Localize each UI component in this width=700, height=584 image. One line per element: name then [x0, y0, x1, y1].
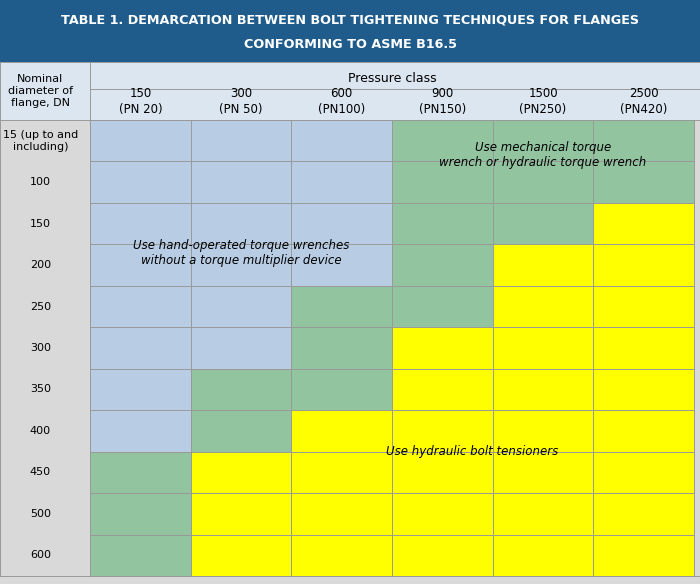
Bar — [90, 493, 190, 534]
Bar — [190, 120, 291, 161]
Bar — [291, 286, 392, 327]
Bar — [493, 534, 594, 576]
Text: 350: 350 — [30, 384, 51, 394]
Text: CONFORMING TO ASME B16.5: CONFORMING TO ASME B16.5 — [244, 38, 456, 51]
Text: 600: 600 — [330, 88, 353, 100]
Bar — [190, 327, 291, 369]
Bar — [594, 120, 694, 161]
Bar — [190, 369, 291, 410]
Bar — [392, 410, 493, 451]
Bar — [190, 286, 291, 327]
Text: 150: 150 — [130, 88, 151, 100]
Text: 200: 200 — [30, 260, 51, 270]
Text: (PN 50): (PN 50) — [219, 103, 262, 116]
Bar — [594, 327, 694, 369]
Bar — [392, 286, 493, 327]
Bar — [291, 327, 392, 369]
Bar — [90, 244, 190, 286]
Bar — [190, 493, 291, 534]
Bar — [493, 451, 594, 493]
Text: 2500: 2500 — [629, 88, 659, 100]
Bar — [392, 161, 493, 203]
Text: Use mechanical torque
wrench or hydraulic torque wrench: Use mechanical torque wrench or hydrauli… — [440, 141, 647, 169]
Text: 450: 450 — [30, 467, 51, 477]
Bar — [291, 410, 392, 451]
Bar — [392, 244, 493, 286]
Bar — [90, 120, 190, 161]
Bar — [190, 410, 291, 451]
Bar — [493, 493, 594, 534]
Bar — [190, 161, 291, 203]
Text: 250: 250 — [30, 301, 51, 311]
Bar — [392, 120, 493, 161]
Text: (PN 20): (PN 20) — [118, 103, 162, 116]
Bar — [493, 410, 594, 451]
Bar — [190, 244, 291, 286]
Bar — [392, 451, 493, 493]
Bar — [190, 451, 291, 493]
Bar — [0, 62, 700, 120]
Bar — [594, 369, 694, 410]
Bar — [90, 369, 190, 410]
Bar — [291, 451, 392, 493]
Bar — [594, 244, 694, 286]
Text: 150: 150 — [30, 218, 51, 229]
Text: Use hand-operated torque wrenches
without a torque multiplier device: Use hand-operated torque wrenches withou… — [133, 239, 349, 267]
Bar — [493, 120, 594, 161]
Text: Use hydraulic bolt tensioners: Use hydraulic bolt tensioners — [386, 445, 559, 458]
Bar — [594, 493, 694, 534]
Bar — [90, 451, 190, 493]
Bar — [493, 286, 594, 327]
Bar — [493, 369, 594, 410]
Bar — [90, 410, 190, 451]
Text: (PN100): (PN100) — [318, 103, 365, 116]
Bar — [0, 0, 700, 62]
Text: (PN250): (PN250) — [519, 103, 566, 116]
Bar — [291, 244, 392, 286]
Bar — [493, 327, 594, 369]
Text: (PN150): (PN150) — [419, 103, 466, 116]
Bar — [190, 534, 291, 576]
Bar — [594, 410, 694, 451]
Bar — [291, 161, 392, 203]
Bar — [493, 244, 594, 286]
Bar — [594, 203, 694, 244]
Bar — [594, 286, 694, 327]
Bar — [291, 493, 392, 534]
Bar — [392, 534, 493, 576]
Bar — [392, 327, 493, 369]
Text: 300: 300 — [230, 88, 252, 100]
Bar — [190, 203, 291, 244]
Bar — [392, 493, 493, 534]
Text: Pressure class: Pressure class — [348, 72, 436, 85]
Text: 15 (up to and
including): 15 (up to and including) — [3, 130, 78, 151]
Text: 1500: 1500 — [528, 88, 558, 100]
Bar — [594, 161, 694, 203]
Bar — [90, 203, 190, 244]
Text: 300: 300 — [30, 343, 51, 353]
Text: 400: 400 — [30, 426, 51, 436]
Bar — [493, 203, 594, 244]
Bar — [291, 534, 392, 576]
Text: 500: 500 — [30, 509, 51, 519]
Bar — [392, 203, 493, 244]
Bar — [90, 327, 190, 369]
Bar — [90, 161, 190, 203]
Bar — [594, 451, 694, 493]
Text: 100: 100 — [30, 177, 51, 187]
Bar — [291, 120, 392, 161]
Text: (PN420): (PN420) — [620, 103, 667, 116]
Bar — [90, 286, 190, 327]
Bar — [291, 203, 392, 244]
Bar — [90, 534, 190, 576]
Text: TABLE 1. DEMARCATION BETWEEN BOLT TIGHTENING TECHNIQUES FOR FLANGES: TABLE 1. DEMARCATION BETWEEN BOLT TIGHTE… — [61, 13, 639, 26]
Text: 900: 900 — [431, 88, 454, 100]
Bar — [392, 369, 493, 410]
Bar — [493, 161, 594, 203]
Text: Nominal
diameter of
flange, DN: Nominal diameter of flange, DN — [8, 74, 73, 107]
Bar — [291, 369, 392, 410]
Bar — [594, 534, 694, 576]
Text: 600: 600 — [30, 550, 51, 560]
